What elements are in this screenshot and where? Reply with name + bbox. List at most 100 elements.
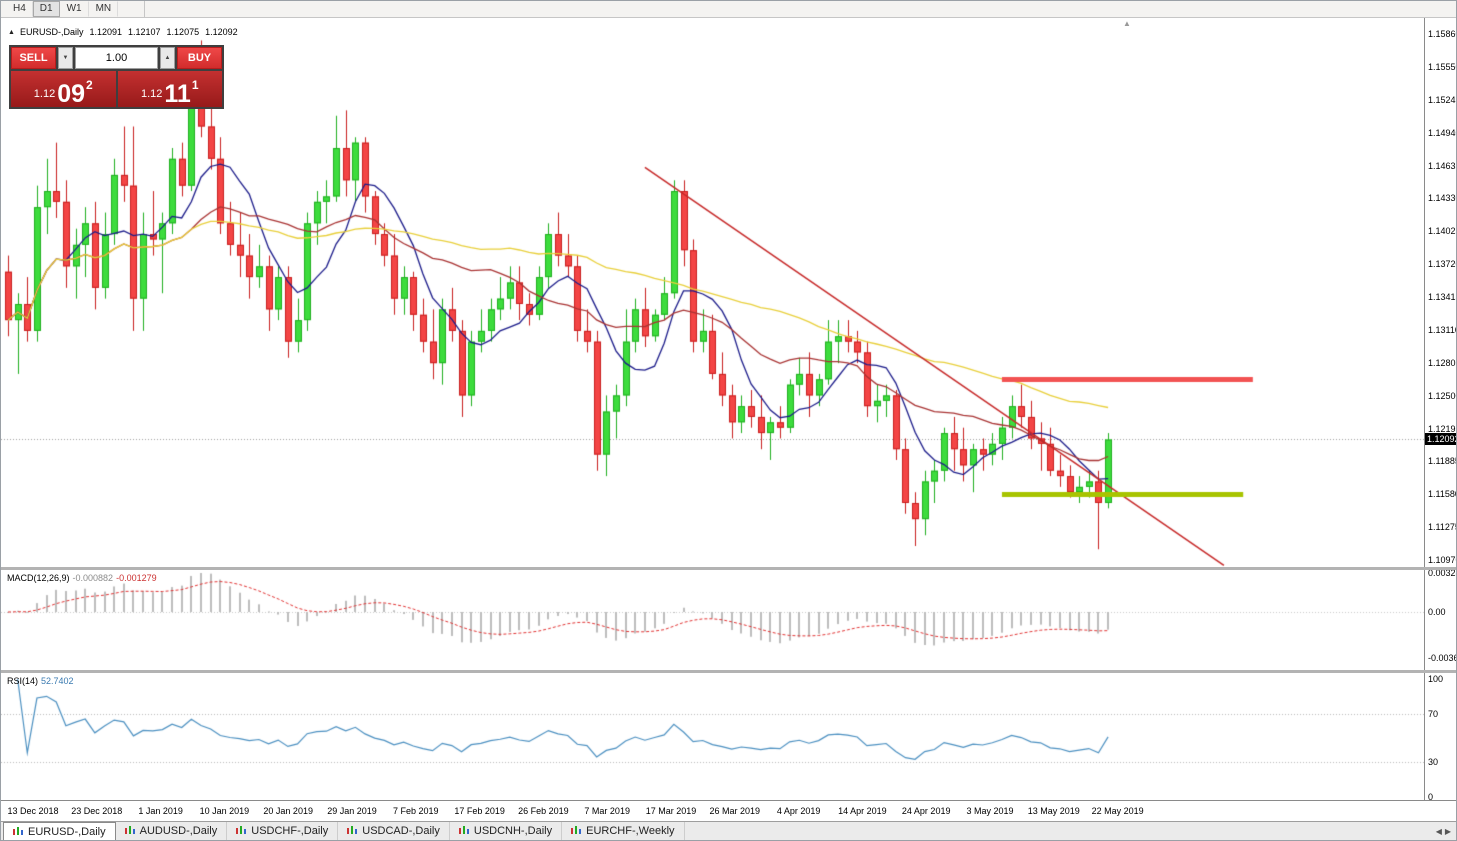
candlestick-chart-icon (13, 826, 24, 837)
buy-price-display[interactable]: 1.12 11 1 (117, 71, 222, 108)
price-scale-label: 1.11885 (1428, 456, 1456, 467)
macd-indicator-label: MACD(12,26,9) -0.000882 -0.001279 (7, 573, 157, 583)
chart-region: ▲ EURUSD-,Daily 1.12091 1.12107 1.12075 … (1, 18, 1456, 821)
chart-tab-label: EURCHF-,Weekly (586, 825, 675, 837)
candlestick-chart-icon (124, 826, 136, 836)
date-axis-label: 24 Apr 2019 (901, 806, 951, 816)
price-scale-label: 1.14025 (1428, 226, 1456, 237)
date-axis-label: 7 Mar 2019 (584, 806, 630, 816)
timeframe-button-h4[interactable]: H4 (6, 1, 33, 17)
toolbar-separator (144, 1, 146, 17)
price-scale-label: 1.12805 (1428, 357, 1456, 368)
chart-tab-eurchf-weekly[interactable]: EURCHF-,Weekly (562, 822, 685, 840)
price-scale-label: 1.12195 (1428, 423, 1456, 434)
date-axis[interactable]: 13 Dec 2018 23 Dec 2018 1 Jan 2019 10 Jan 2… (1, 800, 1456, 821)
sell-price-prefix: 1.12 (33, 88, 56, 100)
price-scale-label: 1.14940 (1428, 127, 1456, 138)
tab-scroll-arrows: ◀ ▶ (1436, 827, 1456, 840)
sell-price-display[interactable]: 1.12 09 2 (11, 71, 116, 107)
chart-tab-eurusd-daily[interactable]: EURUSD-,Daily (3, 822, 116, 840)
date-axis-label: 1 Jan 2019 (138, 806, 183, 816)
current-price-tag: 1.12092 (1425, 433, 1456, 446)
candlestick-chart-icon (236, 826, 247, 836)
tab-scroll-left-icon[interactable]: ◀ (1435, 827, 1442, 836)
rsi-scale-label: 0 (1428, 792, 1434, 802)
macd-signal-value: -0.001279 (116, 573, 157, 583)
candlestick-chart-icon (347, 826, 358, 836)
chart-tab-label: USDCHF-,Daily (251, 825, 329, 837)
volume-increase-button[interactable]: ▲ (160, 47, 175, 69)
price-scale-label: 1.15550 (1428, 61, 1456, 72)
candlestick-chart-icon (571, 826, 582, 836)
ohlc-low-value: 1.12075 (166, 27, 200, 37)
one-click-toggle-icon[interactable]: ▲ (8, 28, 15, 36)
sell-price-pipette: 2 (86, 78, 93, 92)
chart-tab-audusd-daily[interactable]: AUDUSD-,Daily (116, 822, 228, 840)
sell-button[interactable]: SELL (11, 47, 56, 69)
price-scale-label: 1.15860 (1428, 29, 1456, 39)
buy-price-big-digits: 11 (164, 79, 191, 108)
chart-legend: ▲ EURUSD-,Daily 1.12091 1.12107 1.12075 … (8, 27, 238, 37)
chart-tab-label: EURUSD-,Daily (28, 825, 106, 838)
price-scale-label: 1.13720 (1428, 259, 1456, 270)
chart-tab-usdcnh-daily[interactable]: USDCNH-,Daily (450, 822, 563, 840)
panel-divider[interactable] (1, 670, 1456, 673)
rsi-indicator-canvas[interactable] (1, 673, 1424, 800)
date-axis-label: 17 Mar 2019 (645, 806, 697, 816)
chart-tab-label: USDCNH-,Daily (473, 825, 553, 837)
date-axis-label: 22 May 2019 (1091, 806, 1144, 816)
price-scale-label: 1.14330 (1428, 193, 1456, 204)
date-axis-label: 4 Apr 2019 (776, 806, 821, 816)
rsi-indicator-label: RSI(14) 52.7402 (7, 676, 74, 686)
ohlc-high-value: 1.12107 (128, 27, 161, 37)
rsi-scale-label: 70 (1428, 709, 1439, 720)
rsi-scale-label: 100 (1428, 674, 1444, 684)
volume-decrease-button[interactable]: ▼ (58, 47, 73, 69)
panel-divider[interactable] (1, 567, 1456, 570)
date-axis-label: 29 Jan 2019 (327, 806, 377, 816)
timeframe-button-w1[interactable]: W1 (60, 1, 89, 17)
date-axis-label: 3 May 2019 (966, 806, 1014, 816)
date-axis-label: 10 Jan 2019 (199, 806, 250, 816)
rsi-name: RSI(14) (7, 676, 39, 686)
buy-button[interactable]: BUY (177, 47, 222, 69)
price-scale-label: 1.11580 (1428, 489, 1456, 500)
date-axis-label: 7 Feb 2019 (393, 806, 439, 816)
tab-scroll-right-icon[interactable]: ▶ (1444, 827, 1451, 836)
macd-main-value: -0.000882 (72, 573, 114, 583)
date-axis-label: 26 Mar 2019 (709, 806, 761, 816)
chart-tab-label: AUDUSD-,Daily (139, 825, 218, 837)
ohlc-close-value: 1.12092 (205, 27, 238, 37)
volume-input[interactable] (75, 47, 158, 69)
macd-scale-label: 0.00 (1428, 607, 1446, 617)
buy-price-pipette: 1 (191, 78, 199, 92)
timeframe-button-mn[interactable]: MN (89, 1, 119, 17)
chart-tab-bar: EURUSD-,Daily AUDUSD-,Daily USDCHF-,Daily U… (1, 821, 1456, 840)
sell-price-big-digits: 09 (57, 79, 86, 108)
triangle-down-icon: ▼ (62, 55, 69, 61)
ohlc-open-value: 1.12091 (89, 27, 122, 37)
date-axis-label: 17 Feb 2019 (454, 806, 505, 816)
main-chart-canvas[interactable] (1, 18, 1424, 567)
macd-indicator-canvas[interactable] (1, 570, 1424, 670)
date-axis-label: 13 May 2019 (1027, 806, 1080, 816)
date-axis-label: 26 Feb 2019 (518, 806, 569, 816)
timeframe-button-d1[interactable]: D1 (32, 1, 60, 17)
date-axis-label: 13 Dec 2018 (7, 806, 59, 816)
price-scale[interactable]: 1.12092 1.15860 1.15550 1.15245 1.14940 1.14… (1424, 18, 1456, 802)
timeframe-toolbar: H4 D1 W1 MN (1, 1, 1456, 18)
chart-tab-usdcad-daily[interactable]: USDCAD-,Daily (338, 822, 450, 840)
chart-tab-usdchf-daily[interactable]: USDCHF-,Daily (227, 822, 339, 840)
buy-price-prefix: 1.12 (140, 88, 163, 100)
rsi-value: 52.7402 (41, 676, 74, 686)
price-scale-label: 1.12500 (1428, 390, 1456, 401)
macd-scale-label: -0.00365 (1428, 653, 1456, 663)
macd-name: MACD(12,26,9) (7, 573, 70, 583)
date-axis-label: 14 Apr 2019 (838, 806, 887, 816)
price-scale-label: 1.14635 (1428, 160, 1456, 171)
price-scale-label: 1.11275 (1428, 522, 1456, 533)
chart-scroll-marker-icon[interactable]: ▲ (1123, 19, 1131, 28)
chart-symbol-label: EURUSD-,Daily (19, 27, 84, 37)
